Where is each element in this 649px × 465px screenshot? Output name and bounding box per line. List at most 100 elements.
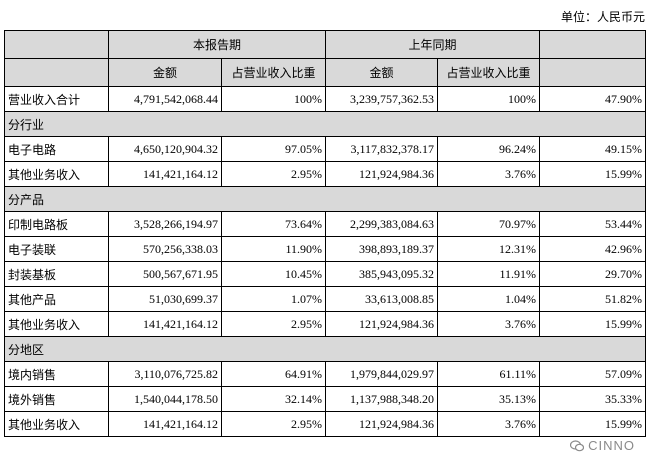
current-ratio: 2.95%: [220, 161, 327, 187]
current-amount: 4,791,542,068.44: [108, 86, 222, 112]
header-change-2: [539, 58, 647, 87]
yoy-change: 29.70%: [539, 261, 647, 287]
header-corner: [4, 30, 109, 59]
current-ratio: 73.64%: [220, 211, 327, 237]
current-ratio: 2.95%: [220, 411, 327, 437]
current-amount: 141,421,164.12: [108, 161, 222, 187]
watermark: CINNO: [570, 438, 635, 453]
header-current-period: 本报告期: [107, 30, 327, 59]
table-row: 其他业务收入 141,421,164.12 2.95% 121,924,984.36 3…: [4, 161, 647, 187]
row-label: 印制电路板: [4, 211, 109, 237]
table-row: 其他业务收入 141,421,164.12 2.95% 121,924,984.36 3…: [4, 311, 647, 337]
header-prior-ratio: 占营业收入比重: [437, 58, 541, 87]
prior-amount: 385,943,095.32: [325, 261, 439, 287]
header-prior-period: 上年同期: [325, 30, 541, 59]
prior-amount: 121,924,984.36: [325, 161, 439, 187]
row-label: 其他产品: [4, 286, 109, 312]
row-label: 封装基板: [4, 261, 109, 287]
prior-ratio: 3.76%: [437, 161, 541, 187]
table-row: 电子装联 570,256,338.03 11.90% 398,893,189.37 12…: [4, 236, 647, 262]
header-cur-ratio: 占营业收入比重: [220, 58, 327, 87]
row-label: 其他业务收入: [4, 161, 109, 187]
row-label: 其他业务收入: [4, 311, 109, 337]
prior-amount: 398,893,189.37: [325, 236, 439, 262]
prior-ratio: 11.91%: [437, 261, 541, 287]
prior-ratio: 12.31%: [437, 236, 541, 262]
prior-ratio: 1.04%: [437, 286, 541, 312]
table-row: 其他产品 51,030,699.37 1.07% 33,613,008.85 1.04%…: [4, 286, 647, 312]
prior-ratio: 3.76%: [437, 311, 541, 337]
yoy-change: 15.99%: [539, 411, 647, 437]
wechat-icon: [570, 439, 585, 451]
yoy-change: 53.44%: [539, 211, 647, 237]
current-ratio: 10.45%: [220, 261, 327, 287]
yoy-change: 57.09%: [539, 361, 647, 387]
prior-ratio: 35.13%: [437, 386, 541, 412]
row-label: 境外销售: [4, 386, 109, 412]
prior-amount: 3,117,832,378.17: [325, 136, 439, 162]
revenue-table: 本报告期 上年同期 金额 占营业收入比重 金额 占营业收入比重 营业收入合计 4,…: [3, 30, 647, 437]
table-row: 境内销售 3,110,076,725.82 64.91% 1,979,844,029.…: [4, 361, 647, 387]
current-amount: 51,030,699.37: [108, 286, 222, 312]
table-row: 境外销售 1,540,044,178.50 32.14% 1,137,988,348.…: [4, 386, 647, 412]
current-ratio: 2.95%: [220, 311, 327, 337]
yoy-change: 15.99%: [539, 161, 647, 187]
current-amount: 141,421,164.12: [108, 311, 222, 337]
watermark-text: CINNO: [588, 438, 635, 453]
prior-amount: 2,299,383,084.63: [325, 211, 439, 237]
row-label: 电子装联: [4, 236, 109, 262]
yoy-change: 51.82%: [539, 286, 647, 312]
yoy-change: 42.96%: [539, 236, 647, 262]
header-change-col: [539, 30, 647, 59]
current-ratio: 100%: [220, 86, 327, 112]
current-amount: 4,650,120,904.32: [108, 136, 222, 162]
prior-ratio: 96.24%: [437, 136, 541, 162]
header-cur-amount: 金额: [108, 58, 222, 87]
header-prior-amount: 金额: [325, 58, 439, 87]
yoy-change: 47.90%: [539, 86, 647, 112]
current-ratio: 64.91%: [220, 361, 327, 387]
yoy-change: 15.99%: [539, 311, 647, 337]
current-amount: 141,421,164.12: [108, 411, 222, 437]
current-ratio: 11.90%: [220, 236, 327, 262]
prior-amount: 3,239,757,362.53: [325, 86, 439, 112]
row-label: 电子电路: [4, 136, 109, 162]
header-corner-2: [4, 58, 109, 87]
current-amount: 1,540,044,178.50: [108, 386, 222, 412]
prior-amount: 1,979,844,029.97: [325, 361, 439, 387]
current-amount: 3,110,076,725.82: [108, 361, 222, 387]
prior-ratio: 100%: [437, 86, 541, 112]
current-ratio: 97.05%: [220, 136, 327, 162]
current-amount: 500,567,671.95: [108, 261, 222, 287]
table-row: 营业收入合计 4,791,542,068.44 100% 3,239,757,362.…: [4, 86, 647, 112]
unit-label: 单位：人民币元: [560, 10, 645, 24]
header-row-columns: 金额 占营业收入比重 金额 占营业收入比重: [4, 58, 647, 87]
section-row: 分产品: [3, 186, 647, 212]
section-row: 分行业: [3, 111, 647, 137]
table-row: 封装基板 500,567,671.95 10.45% 385,943,095.32 11…: [4, 261, 647, 287]
table-row: 其他业务收入 141,421,164.12 2.95% 121,924,984.36 3…: [4, 411, 647, 437]
yoy-change: 49.15%: [539, 136, 647, 162]
current-amount: 3,528,266,194.97: [108, 211, 222, 237]
prior-amount: 121,924,984.36: [325, 411, 439, 437]
section-label: 分地区: [3, 336, 647, 362]
table-row: 印制电路板 3,528,266,194.97 73.64% 2,299,383,084…: [4, 211, 647, 237]
row-label: 其他业务收入: [4, 411, 109, 437]
prior-amount: 33,613,008.85: [325, 286, 439, 312]
section-label: 分产品: [3, 186, 647, 212]
prior-ratio: 61.11%: [437, 361, 541, 387]
prior-ratio: 3.76%: [437, 411, 541, 437]
current-ratio: 1.07%: [220, 286, 327, 312]
prior-amount: 1,137,988,348.20: [325, 386, 439, 412]
row-label: 营业收入合计: [4, 86, 109, 112]
header-row-groups: 本报告期 上年同期: [4, 30, 647, 59]
yoy-change: 35.33%: [539, 386, 647, 412]
table-row: 电子电路 4,650,120,904.32 97.05% 3,117,832,378.…: [4, 136, 647, 162]
prior-ratio: 70.97%: [437, 211, 541, 237]
current-amount: 570,256,338.03: [108, 236, 222, 262]
section-label: 分行业: [3, 111, 647, 137]
prior-amount: 121,924,984.36: [325, 311, 439, 337]
current-ratio: 32.14%: [220, 386, 327, 412]
section-row: 分地区: [3, 336, 647, 362]
row-label: 境内销售: [4, 361, 109, 387]
